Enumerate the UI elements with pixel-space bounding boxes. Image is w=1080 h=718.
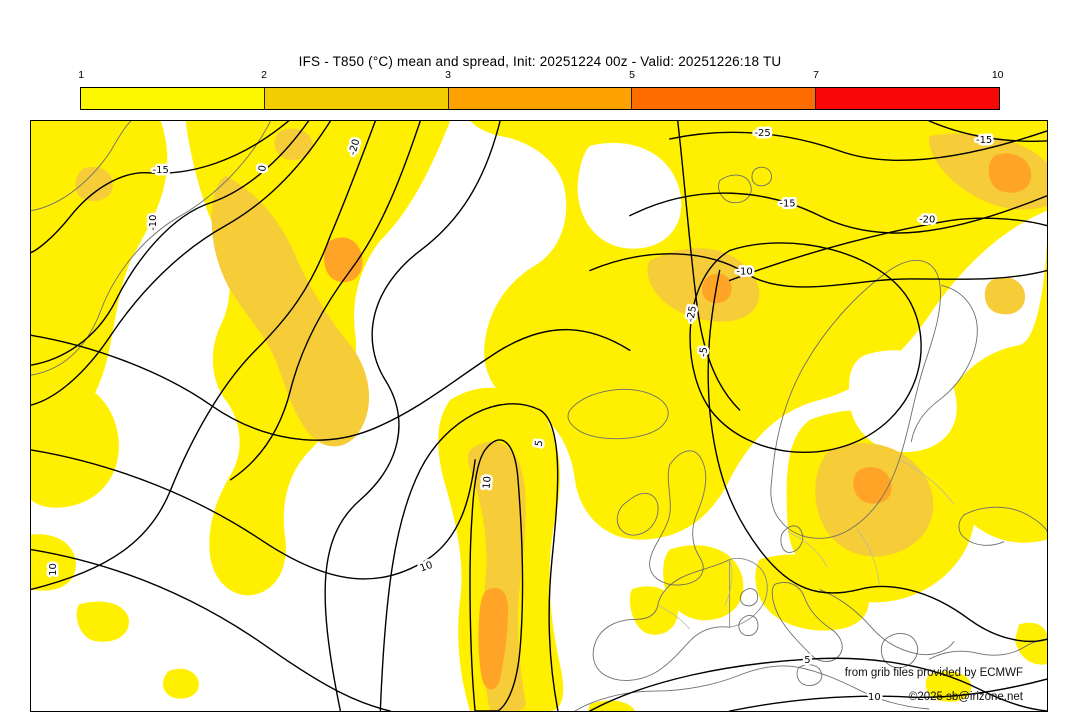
colorbar-segment-3-5: [448, 88, 633, 109]
contour-label: -20: [919, 215, 935, 226]
colorbar-segment-2-3: [264, 88, 449, 109]
contour-label: 10: [419, 560, 435, 575]
colorbar-segment-5-7: [632, 88, 817, 109]
colorbar-tick-labels: 1 2 3 5 7 10: [78, 69, 1003, 83]
contour-label: -15: [976, 135, 992, 146]
map-frame: -15 -20 -10 0 -25 -25 -15 -20 -15 -10 -5…: [30, 120, 1048, 712]
colorbar-tick-label: 5: [629, 69, 635, 81]
attribution-copyright: ©2025 sb@irizone.net: [908, 691, 1023, 703]
contour-label: 10: [48, 563, 59, 576]
contour-label: -5: [698, 347, 710, 358]
colorbar-tick-label: 2: [261, 69, 267, 81]
contour-label: -10: [148, 215, 159, 231]
colorbar-segment-7-10: [816, 88, 999, 109]
contour-label: 5: [804, 655, 810, 666]
contour-label: 10: [868, 692, 881, 703]
colorbar-tick-label: 10: [991, 69, 1004, 81]
colorbar-segment-1-2: [81, 88, 265, 109]
spread-shading-white-holes: [577, 142, 957, 453]
attribution-ecmwf: from grib files provided by ECMWF: [844, 667, 1023, 679]
contour-label: -10: [736, 266, 752, 277]
page-title: IFS - T850 (°C) mean and spread, Init: 2…: [298, 54, 782, 69]
colorbar-tick-label: 1: [78, 69, 85, 81]
colorbar-scale: [80, 87, 1000, 110]
coastlines-layer: [31, 121, 1047, 711]
map-canvas: -15 -20 -10 0 -25 -25 -15 -20 -15 -10 -5…: [31, 121, 1047, 711]
contour-label: -15: [779, 199, 795, 210]
contour-labels-layer: -15 -20 -10 0 -25 -25 -15 -20 -15 -10 -5…: [45, 125, 994, 705]
contours-layer: [31, 121, 1047, 711]
spread-shading-layer-orange: [324, 153, 1032, 690]
colorbar-tick-label: 3: [445, 69, 451, 81]
spread-colorbar: 1 2 3 5 7 10: [78, 69, 1004, 110]
contour-label: -15: [153, 165, 169, 176]
contour-label: -25: [754, 128, 770, 139]
colorbar-tick-label: 7: [813, 69, 819, 81]
contour-label: 10: [482, 476, 494, 490]
